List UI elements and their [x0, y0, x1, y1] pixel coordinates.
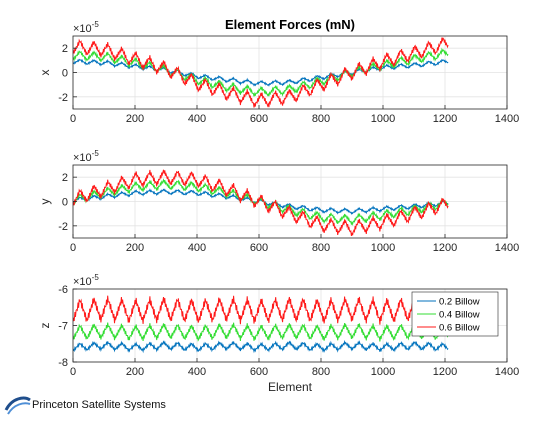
y-tick-label: -2	[58, 92, 68, 104]
figure-title: Element Forces (mN)	[225, 17, 355, 32]
y-exponent-power: -5	[92, 20, 100, 29]
series-group	[73, 37, 449, 108]
x-tick-label: 800	[312, 113, 330, 125]
x-tick-label: 1000	[371, 366, 395, 378]
y-tick-label: 0	[62, 197, 68, 209]
x-tick-label: 400	[188, 242, 206, 254]
subplot-2: 0 200 400 600 800 1000 1200 1400-202×10-5y	[38, 149, 519, 254]
y-exponent-label: ×10-5	[73, 273, 99, 288]
x-tick-label: 600	[250, 366, 268, 378]
y-exponent-label: ×10-5	[73, 20, 99, 35]
series-line	[73, 58, 449, 87]
x-tick-label: 800	[312, 366, 330, 378]
y-tick-label: -8	[58, 357, 68, 369]
y-axis-label: y	[38, 199, 52, 205]
legend-entry: 0.6 Billow	[439, 323, 480, 334]
y-exponent-power: -5	[92, 273, 100, 282]
x-tick-label: 1000	[371, 113, 395, 125]
x-tick-label: 0	[70, 113, 76, 125]
x-tick-label: 200	[126, 366, 144, 378]
legend-box	[411, 291, 499, 337]
y-tick-label: -7	[58, 321, 68, 333]
x-tick-label: 0	[70, 242, 76, 254]
series-line	[73, 37, 449, 108]
y-exponent-label: ×10-5	[73, 149, 99, 164]
y-tick-label: -6	[58, 284, 68, 296]
x-tick-label: 1200	[433, 242, 457, 254]
y-axis-label: x	[38, 70, 52, 76]
plots: 0 200 400 600 800 1000 1200 1400-202×10-5x0 200 4…	[38, 20, 519, 394]
series-line	[73, 188, 449, 215]
series-line	[73, 339, 449, 354]
x-tick-label: 800	[312, 242, 330, 254]
series-line	[73, 295, 449, 325]
y-tick-label: 2	[62, 43, 68, 55]
series-group	[73, 295, 449, 354]
y-axis-label: z	[38, 323, 52, 329]
subplot-1: 0 200 400 600 800 1000 1200 1400-202×10-5x	[38, 20, 519, 125]
x-tick-label: 1400	[495, 242, 519, 254]
series-group	[73, 169, 449, 236]
x-tick-label: 1200	[433, 113, 457, 125]
x-tick-label: 1400	[495, 366, 519, 378]
y-exponent-power: -5	[92, 149, 100, 158]
y-tick-label: 2	[62, 172, 68, 184]
x-axis-label: Element	[268, 380, 313, 394]
series-line	[73, 322, 449, 342]
x-tick-label: 1400	[495, 113, 519, 125]
x-tick-label: 1000	[371, 242, 395, 254]
x-tick-label: 0	[70, 366, 76, 378]
logo-text: Princeton Satellite Systems	[32, 399, 166, 411]
subplot-3: 0 200 400 600 800 1000 1200 1400 -8 -7 -6 ×10-5 z Ele…	[38, 273, 519, 394]
x-tick-label: 200	[126, 242, 144, 254]
x-tick-label: 400	[188, 113, 206, 125]
x-tick-label: 600	[250, 242, 268, 254]
x-tick-label: 400	[188, 366, 206, 378]
satellite-orbit-icon	[4, 396, 31, 415]
company-logo: Princeton Satellite Systems	[4, 392, 204, 418]
legend-entry: 0.2 Billow	[439, 297, 480, 308]
x-tick-label: 600	[250, 113, 268, 125]
series-line	[73, 47, 449, 97]
legend: 0.2 Billow 0.4 Billow 0.6 Billow	[411, 291, 499, 337]
series-line	[73, 178, 449, 226]
y-tick-label: 0	[62, 68, 68, 80]
x-tick-label: 1200	[433, 366, 457, 378]
x-tick-label: 200	[126, 113, 144, 125]
y-tick-label: -2	[58, 221, 68, 233]
legend-entry: 0.4 Billow	[439, 310, 480, 321]
series-line	[73, 169, 449, 236]
